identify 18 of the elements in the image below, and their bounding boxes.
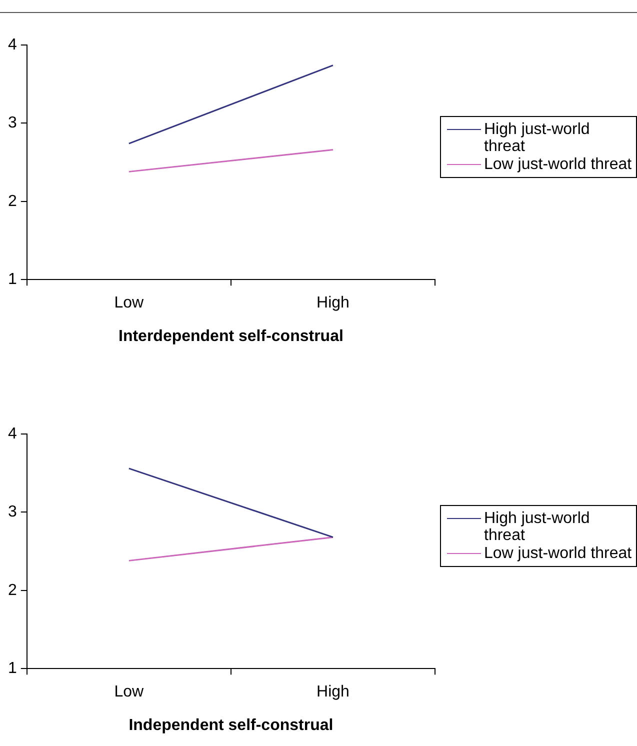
x-tick-label: Low bbox=[114, 294, 144, 312]
x-axis-title: Independent self-construal bbox=[128, 716, 334, 734]
y-tick-label: 4 bbox=[8, 36, 17, 54]
y-tick-label: 1 bbox=[8, 271, 17, 288]
legend-label: High just-world threat bbox=[484, 121, 591, 155]
y-tick-label: 2 bbox=[8, 192, 17, 210]
legend-label: Low just-world threat bbox=[484, 545, 632, 562]
y-tick-label: 1 bbox=[8, 660, 17, 678]
y-tick-label: 3 bbox=[8, 114, 17, 132]
legend-label: High just-world threat bbox=[484, 510, 591, 544]
x-axis-title: Interdependent self-construal bbox=[118, 328, 344, 345]
x-tick-label: High bbox=[316, 294, 350, 312]
y-tick-label: 4 bbox=[8, 425, 17, 442]
x-tick-label: High bbox=[316, 684, 350, 701]
y-tick-label: 3 bbox=[8, 504, 17, 521]
legend-label: Low just-world threat bbox=[484, 156, 632, 173]
y-tick-label: 2 bbox=[8, 582, 17, 599]
x-tick-label: Low bbox=[114, 684, 144, 701]
